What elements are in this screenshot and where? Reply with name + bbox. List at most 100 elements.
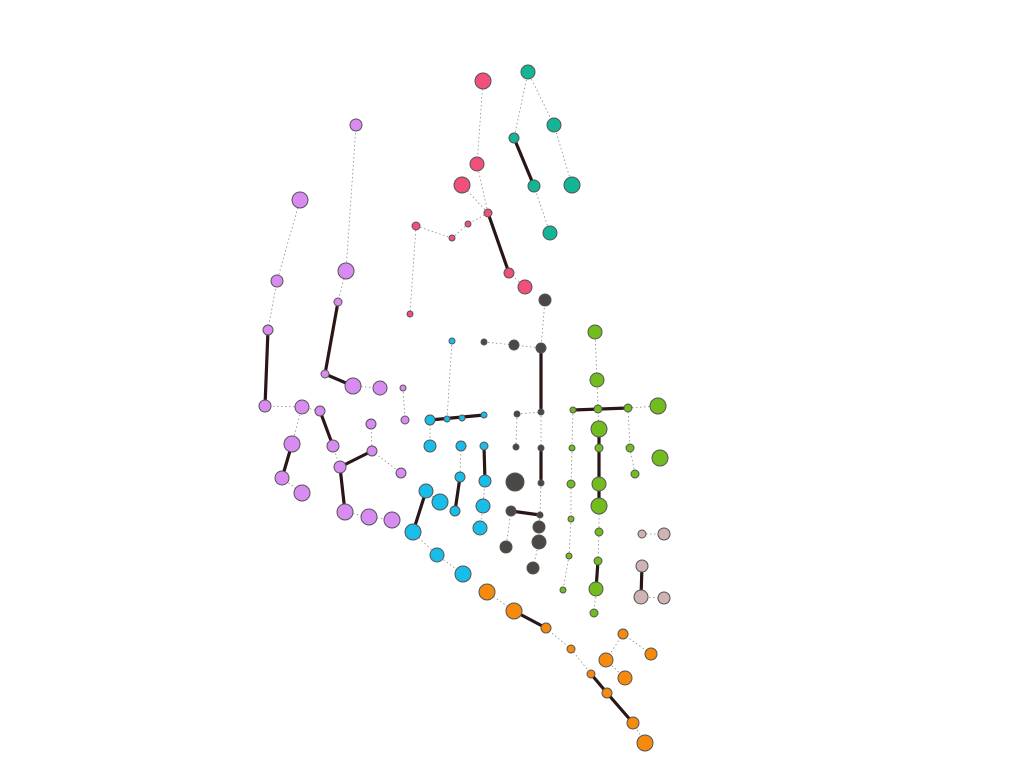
node-cyan-c8[interactable] bbox=[479, 441, 489, 451]
node-dark-d2[interactable] bbox=[480, 338, 488, 346]
node-violet-v1[interactable] bbox=[349, 118, 363, 132]
node-cyan-c13[interactable] bbox=[449, 505, 461, 517]
node-violet-v21[interactable] bbox=[274, 470, 290, 486]
node-dark-d12[interactable] bbox=[536, 511, 544, 519]
node-violet-v8[interactable] bbox=[344, 377, 362, 395]
node-cyan-c4[interactable] bbox=[458, 414, 466, 422]
node-teal-t1[interactable] bbox=[520, 64, 536, 80]
node-dark-d15[interactable] bbox=[499, 540, 513, 554]
node-violet-v3[interactable] bbox=[270, 274, 284, 288]
node-pink-pk5[interactable] bbox=[464, 220, 472, 228]
node-pink-pk10[interactable] bbox=[406, 310, 414, 318]
node-cyan-c1[interactable] bbox=[448, 337, 456, 345]
node-green-g4[interactable] bbox=[593, 404, 603, 414]
node-pink-pk9[interactable] bbox=[517, 279, 533, 295]
node-violet-v6[interactable] bbox=[262, 324, 274, 336]
node-green-g5[interactable] bbox=[623, 403, 633, 413]
node-green-g13[interactable] bbox=[566, 479, 576, 489]
node-rose-r1[interactable] bbox=[637, 529, 647, 539]
node-violet-v22[interactable] bbox=[293, 484, 311, 502]
node-green-g9[interactable] bbox=[594, 443, 604, 453]
node-violet-v9[interactable] bbox=[372, 380, 388, 396]
node-orange-o11[interactable] bbox=[626, 716, 640, 730]
node-violet-v17[interactable] bbox=[326, 439, 340, 453]
node-cyan-c10[interactable] bbox=[478, 474, 492, 488]
node-pink-pk4[interactable] bbox=[483, 208, 493, 218]
node-dark-d1[interactable] bbox=[538, 293, 552, 307]
node-teal-t4[interactable] bbox=[527, 179, 541, 193]
node-green-g19[interactable] bbox=[593, 556, 603, 566]
node-violet-v7[interactable] bbox=[320, 369, 330, 379]
node-orange-o9[interactable] bbox=[617, 670, 633, 686]
node-pink-pk1[interactable] bbox=[474, 72, 492, 90]
node-violet-v11[interactable] bbox=[258, 399, 272, 413]
node-green-g15[interactable] bbox=[590, 497, 608, 515]
node-cyan-c12[interactable] bbox=[431, 493, 449, 511]
node-green-g14[interactable] bbox=[591, 476, 607, 492]
node-cyan-c14[interactable] bbox=[475, 498, 491, 514]
node-dark-d16[interactable] bbox=[526, 561, 540, 575]
node-teal-t5[interactable] bbox=[563, 176, 581, 194]
node-green-g3[interactable] bbox=[569, 406, 577, 414]
node-violet-v20[interactable] bbox=[395, 467, 407, 479]
node-dark-d7[interactable] bbox=[512, 443, 520, 451]
node-green-g10[interactable] bbox=[625, 443, 635, 453]
node-violet-v4[interactable] bbox=[337, 262, 355, 280]
node-orange-o1[interactable] bbox=[478, 583, 496, 601]
node-green-g7[interactable] bbox=[590, 420, 608, 438]
node-cyan-c15[interactable] bbox=[472, 520, 488, 536]
node-pink-pk2[interactable] bbox=[469, 156, 485, 172]
node-green-g21[interactable] bbox=[559, 586, 567, 594]
node-green-g11[interactable] bbox=[651, 449, 669, 467]
node-cyan-c16[interactable] bbox=[404, 523, 422, 541]
node-rose-r4[interactable] bbox=[633, 589, 649, 605]
node-pink-pk6[interactable] bbox=[448, 234, 456, 242]
node-orange-o5[interactable] bbox=[617, 628, 629, 640]
node-violet-v14[interactable] bbox=[400, 415, 410, 425]
node-dark-d14[interactable] bbox=[531, 534, 547, 550]
node-green-g12[interactable] bbox=[630, 469, 640, 479]
node-violet-v18[interactable] bbox=[366, 445, 378, 457]
node-rose-r3[interactable] bbox=[635, 559, 649, 573]
node-orange-o6[interactable] bbox=[644, 647, 658, 661]
node-orange-o3[interactable] bbox=[540, 622, 552, 634]
node-teal-t2[interactable] bbox=[546, 117, 562, 133]
node-violet-v12[interactable] bbox=[294, 399, 310, 415]
node-violet-v23[interactable] bbox=[336, 503, 354, 521]
node-cyan-c3[interactable] bbox=[443, 415, 451, 423]
node-violet-v19[interactable] bbox=[333, 460, 347, 474]
node-violet-v24[interactable] bbox=[360, 508, 378, 526]
node-dark-d5[interactable] bbox=[513, 410, 521, 418]
node-violet-v15[interactable] bbox=[365, 418, 377, 430]
node-dark-d6[interactable] bbox=[537, 408, 545, 416]
node-teal-t3[interactable] bbox=[508, 132, 520, 144]
node-green-g6[interactable] bbox=[649, 397, 667, 415]
node-violet-v16[interactable] bbox=[283, 435, 301, 453]
node-green-g22[interactable] bbox=[589, 608, 599, 618]
node-violet-v5[interactable] bbox=[333, 297, 343, 307]
node-orange-o8[interactable] bbox=[586, 669, 596, 679]
node-green-g18[interactable] bbox=[565, 552, 573, 560]
node-green-g1[interactable] bbox=[587, 324, 603, 340]
node-cyan-c6[interactable] bbox=[423, 439, 437, 453]
node-orange-o7[interactable] bbox=[598, 652, 614, 668]
node-green-g2[interactable] bbox=[589, 372, 605, 388]
node-teal-t6[interactable] bbox=[542, 225, 558, 241]
node-dark-d9[interactable] bbox=[505, 472, 525, 492]
node-pink-pk8[interactable] bbox=[503, 267, 515, 279]
node-orange-o12[interactable] bbox=[636, 734, 654, 752]
node-cyan-c18[interactable] bbox=[454, 565, 472, 583]
node-dark-d4[interactable] bbox=[535, 342, 547, 354]
node-pink-pk7[interactable] bbox=[411, 221, 421, 231]
node-green-g17[interactable] bbox=[594, 527, 604, 537]
node-dark-d3[interactable] bbox=[508, 339, 520, 351]
node-cyan-c9[interactable] bbox=[454, 471, 466, 483]
node-violet-v25[interactable] bbox=[383, 511, 401, 529]
node-orange-o4[interactable] bbox=[566, 644, 576, 654]
node-violet-v2[interactable] bbox=[291, 191, 309, 209]
node-dark-d8[interactable] bbox=[537, 444, 545, 452]
node-green-g20[interactable] bbox=[588, 581, 604, 597]
node-dark-d11[interactable] bbox=[505, 505, 517, 517]
node-green-g16[interactable] bbox=[567, 515, 575, 523]
node-cyan-c7[interactable] bbox=[455, 440, 467, 452]
